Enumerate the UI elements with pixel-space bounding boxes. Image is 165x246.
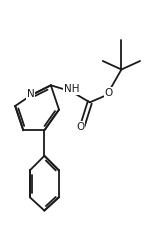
Text: N: N	[27, 89, 34, 99]
Text: O: O	[104, 88, 113, 98]
Text: NH: NH	[64, 84, 80, 94]
Text: O: O	[76, 122, 85, 132]
